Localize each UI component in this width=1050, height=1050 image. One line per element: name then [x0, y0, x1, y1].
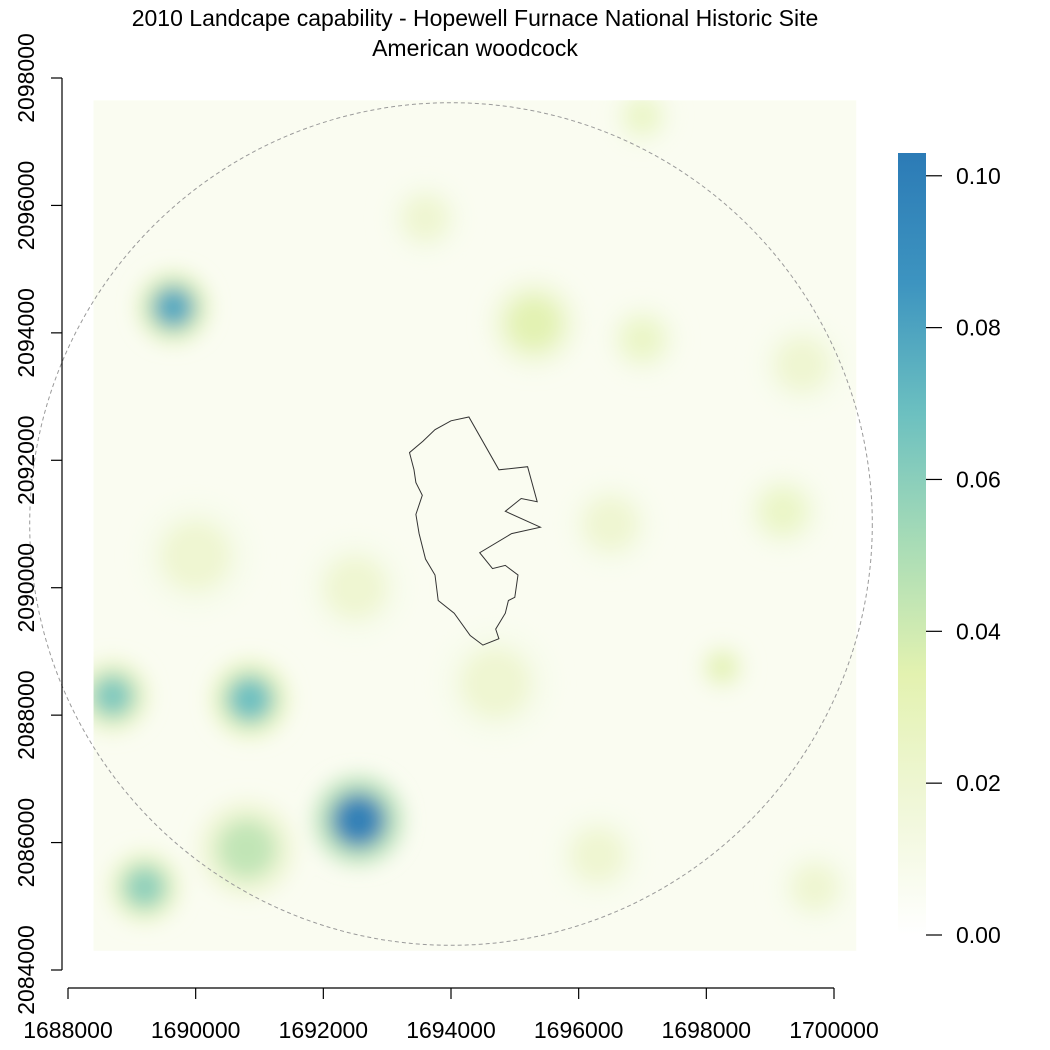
- hotspot: [582, 496, 639, 552]
- colorbar-tick-label: 0.04: [956, 618, 1001, 644]
- y-tick-label: 2088000: [13, 670, 39, 760]
- hotspot-layer: [93, 100, 854, 926]
- x-tick-label: 1690000: [151, 1017, 241, 1043]
- hotspot: [217, 819, 277, 879]
- hotspot: [93, 674, 135, 718]
- hotspot: [460, 647, 532, 719]
- hotspot: [570, 827, 626, 884]
- y-tick-label: 2084000: [13, 925, 39, 1015]
- y-tick-label: 2092000: [13, 416, 39, 506]
- colorbar-gradient: [898, 153, 926, 935]
- y-tick-label: 2098000: [13, 33, 39, 123]
- x-tick-label: 1696000: [534, 1017, 624, 1043]
- hotspot: [791, 863, 839, 911]
- colorbar-tick-label: 0.08: [956, 315, 1001, 341]
- hotspot: [330, 792, 387, 848]
- colorbar-tick-label: 0.06: [956, 466, 1001, 492]
- y-tick-label: 2094000: [13, 288, 39, 378]
- y-tick-label: 2096000: [13, 161, 39, 251]
- x-tick-label: 1700000: [789, 1017, 879, 1043]
- x-axis: 1688000 1690000 1692000 1694000 1696000 16980…: [23, 987, 879, 1043]
- x-tick-label: 1694000: [406, 1017, 496, 1043]
- colorbar-tick-label: 0.10: [956, 163, 1001, 189]
- hotspot: [620, 317, 665, 361]
- hotspot: [160, 520, 232, 592]
- capability-raster: [93, 100, 857, 951]
- hotspot: [323, 556, 387, 620]
- study-area-circle: [29, 102, 873, 946]
- y-axis: 2084000 2086000 2088000 2090000 2092000 20940…: [13, 33, 63, 1015]
- hotspot: [122, 865, 167, 909]
- x-tick-label: 1688000: [23, 1017, 113, 1043]
- y-tick-label: 2086000: [13, 798, 39, 888]
- colorbar-ticks: 0.00 0.02 0.04 0.06 0.08 0.10: [926, 163, 1001, 948]
- y-tick-label: 2090000: [13, 543, 39, 633]
- chart-subtitle: American woodcock: [372, 35, 578, 61]
- site-boundary: [408, 416, 542, 646]
- colorbar: 0.00 0.02 0.04 0.06 0.08 0.10: [898, 153, 1001, 948]
- chart-title: 2010 Landcape capability - Hopewell Furn…: [132, 5, 819, 31]
- x-tick-label: 1698000: [662, 1017, 752, 1043]
- x-tick-label: 1692000: [279, 1017, 369, 1043]
- hotspot: [226, 675, 274, 723]
- hotspot: [506, 295, 562, 352]
- hotspot: [151, 285, 196, 330]
- hotspot: [759, 487, 807, 536]
- colorbar-tick-label: 0.02: [956, 770, 1001, 796]
- colorbar-tick-label: 0.00: [956, 922, 1001, 948]
- hotspot: [401, 194, 450, 242]
- hotspot: [708, 653, 737, 682]
- hotspot: [774, 337, 830, 393]
- hotspot: [624, 100, 661, 135]
